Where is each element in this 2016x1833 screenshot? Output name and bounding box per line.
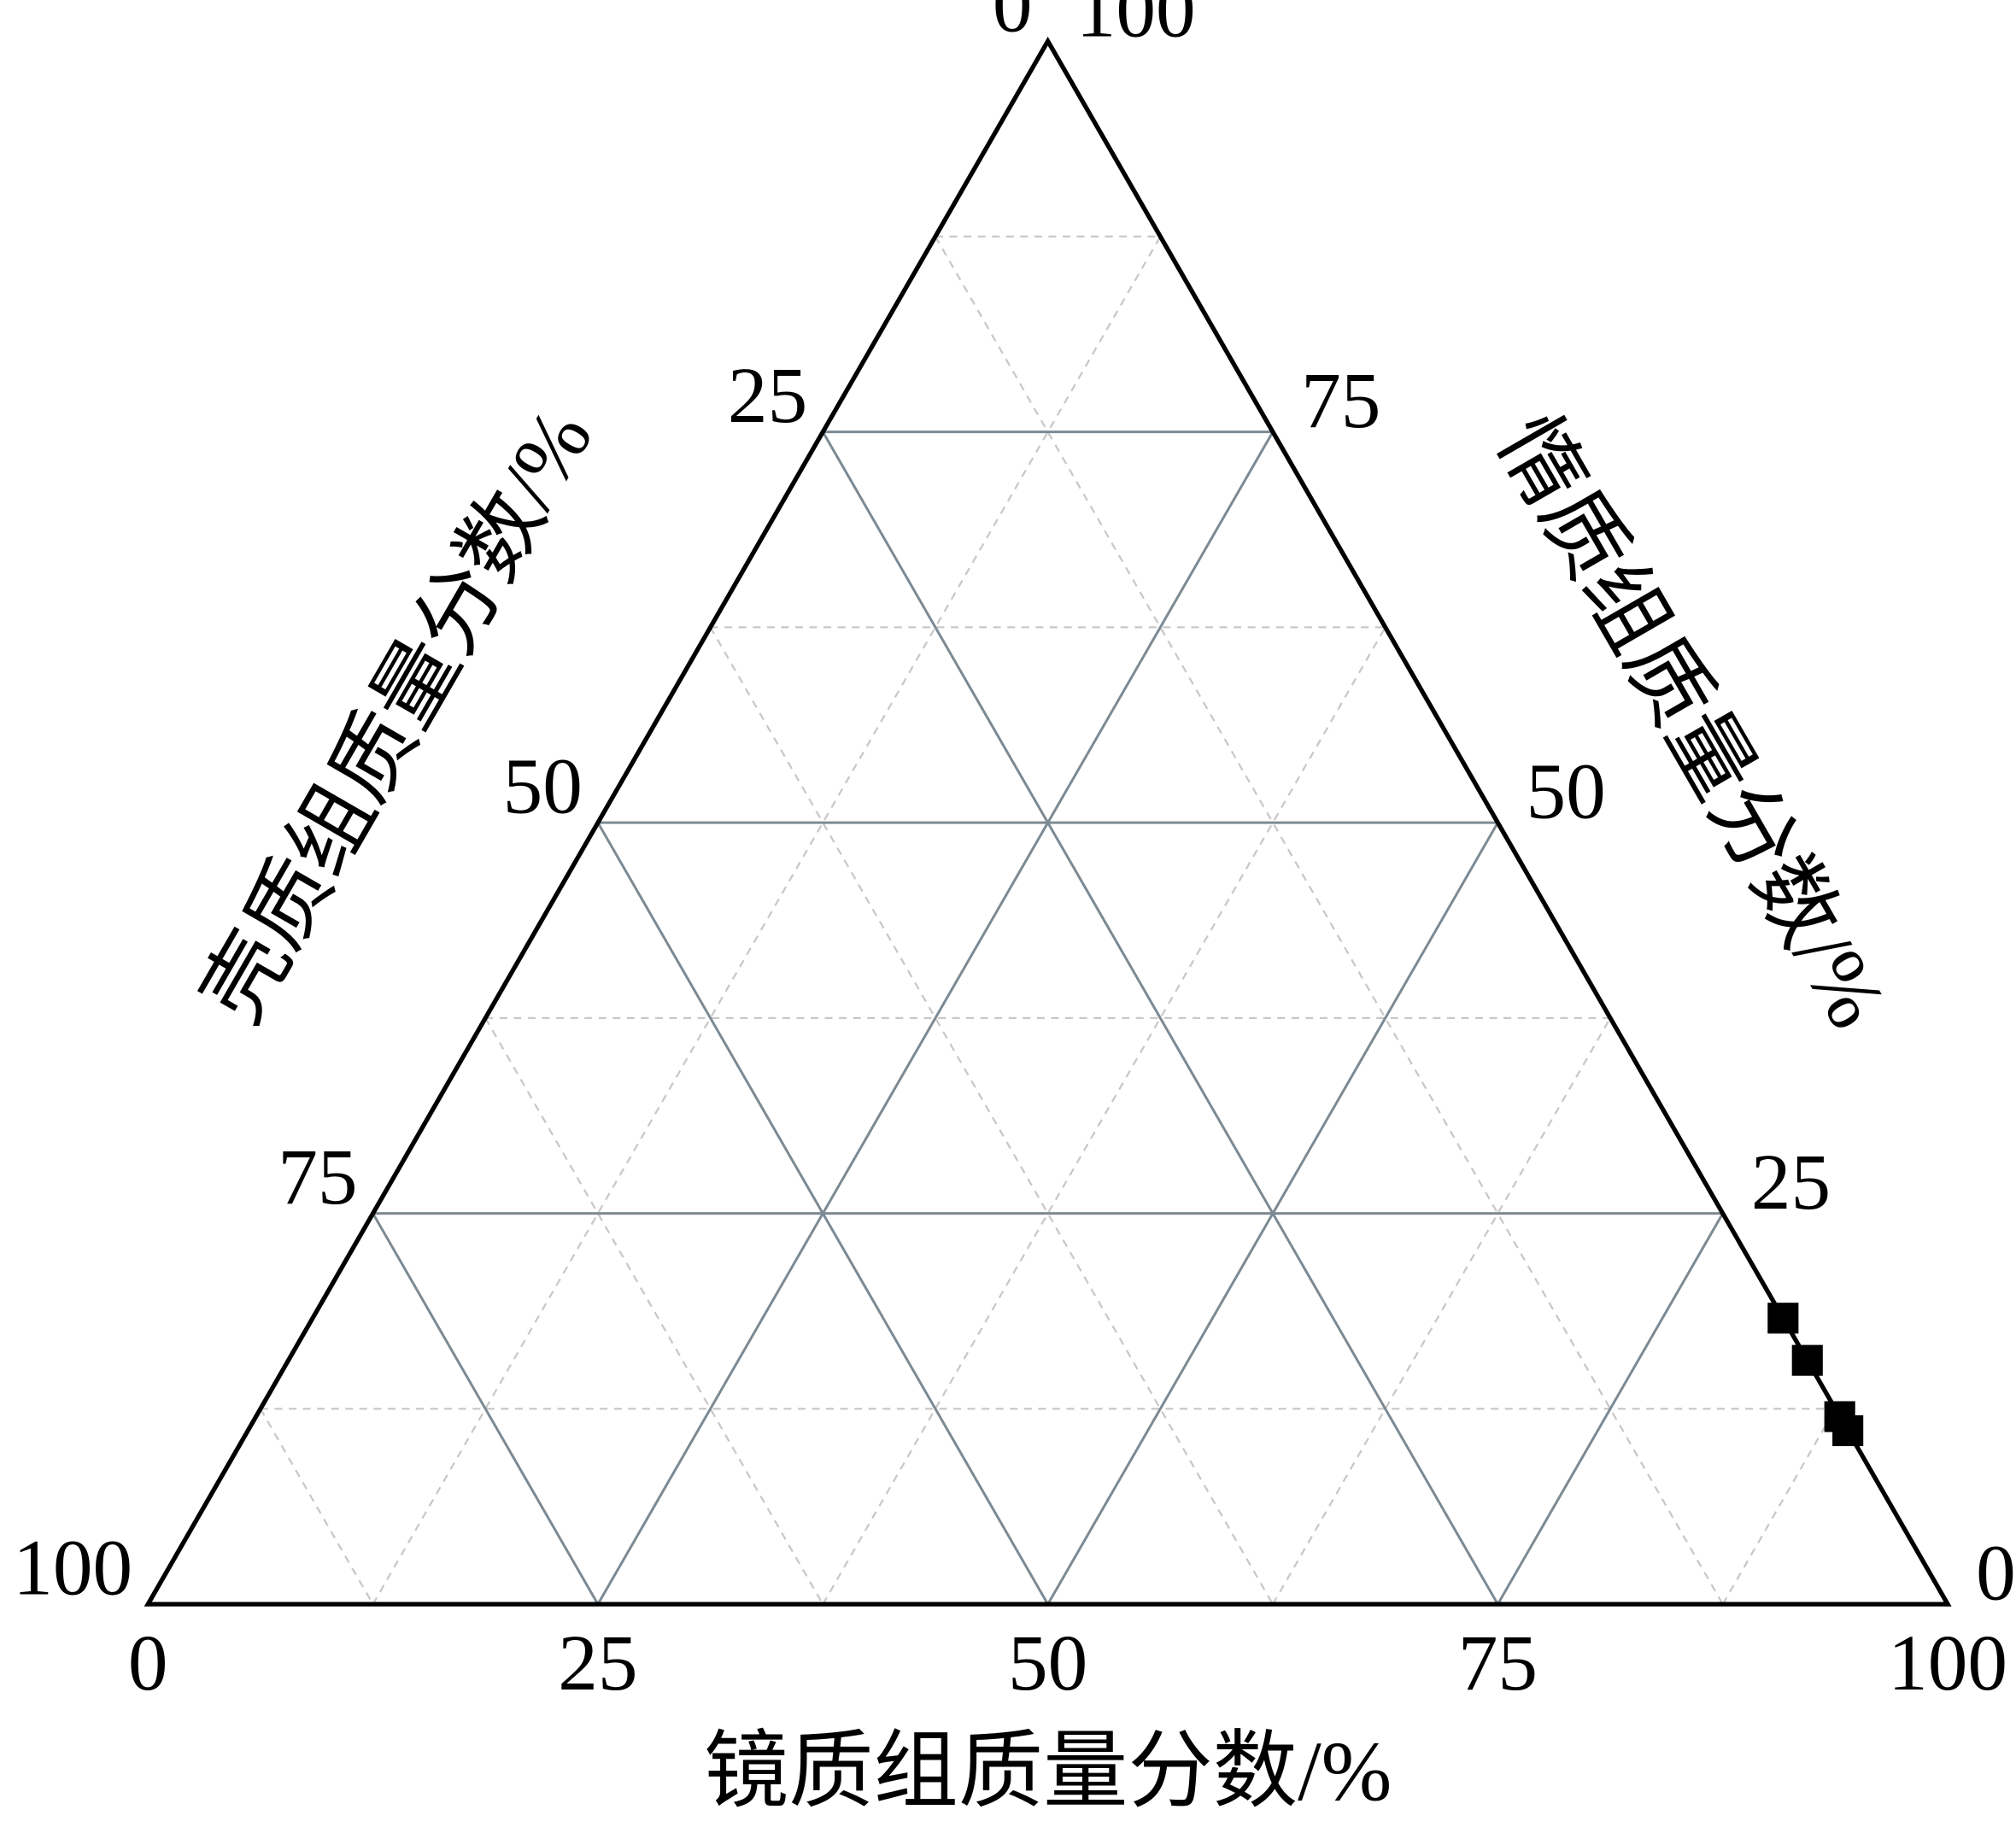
grid-line [372,236,1162,1605]
grid-line [709,626,1274,1605]
grid-line [372,1212,600,1605]
left-axis-title: 壳质组质量分数/% [185,394,610,1037]
left-tick-label: 75 [278,1133,357,1221]
bottom-tick-label: 25 [558,1619,637,1707]
bottom-tick-label: 100 [1888,1619,2007,1707]
grid-line [934,236,1724,1605]
right-axis-title: 惰质组质量分数/% [1479,401,1904,1044]
left-tick-label: 50 [503,742,583,830]
data-point [1832,1414,1864,1447]
right-tick-label: 100 [1076,0,1196,54]
triangle-frame [144,36,1952,1607]
right-tick-label: 75 [1301,357,1380,445]
left-tick-label: 100 [13,1524,132,1612]
right-tick-label: 50 [1526,747,1605,835]
data-point [1767,1303,1799,1334]
grid-line [259,1408,374,1605]
bottom-tick-label: 75 [1458,1619,1538,1707]
grid-line [822,626,1386,1605]
bottom-tick-label: 0 [128,1619,168,1707]
bottom-axis-title: 镜质组质量分数/% [704,1725,1392,1818]
bottom-tick-label: 50 [1008,1619,1087,1707]
right-tick-label: 25 [1751,1139,1831,1227]
grid-line [596,822,1049,1605]
left-tick-label: 25 [728,352,807,440]
grid-line [1721,1408,1837,1605]
grid-line [484,1017,824,1605]
grid-line [596,430,1275,1605]
grid-line [1272,1017,1612,1605]
grid-line [821,430,1499,1605]
data-point [1791,1344,1823,1376]
right-tick-label: 0 [1976,1529,2016,1617]
grid-line [1497,1212,1725,1605]
left-tick-label: 0 [993,0,1033,49]
grid-line [1046,822,1499,1605]
